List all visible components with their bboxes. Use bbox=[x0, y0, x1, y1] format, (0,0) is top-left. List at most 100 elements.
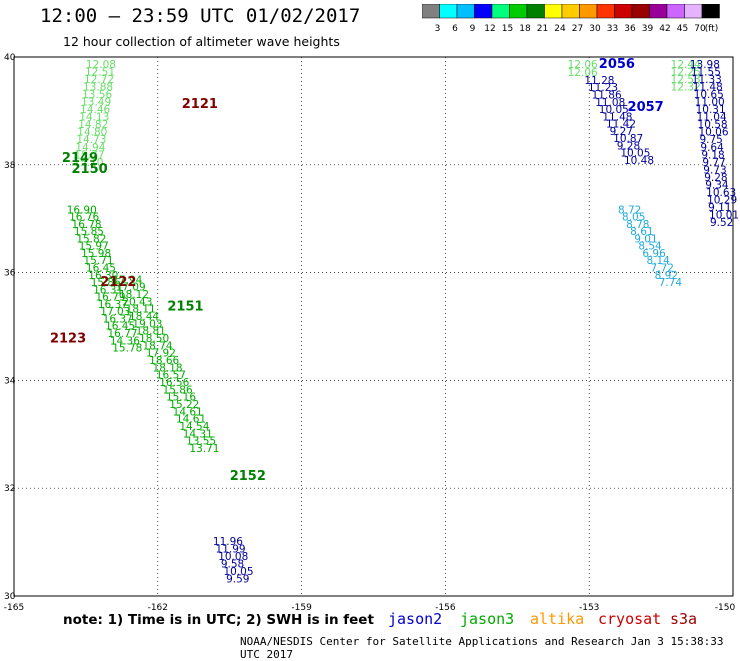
wave-height-value: 10.01 bbox=[709, 210, 739, 222]
wave-height-value: 9.27 bbox=[610, 126, 633, 138]
wave-height-value: 16.37 bbox=[98, 299, 128, 311]
wave-height-value: 11.23 bbox=[588, 82, 618, 94]
wave-height-value: 11.55 bbox=[691, 66, 721, 78]
colorbar-label: 24 bbox=[554, 24, 566, 34]
wave-height-value: 9.28 bbox=[704, 172, 727, 184]
wave-height-value: 7.74 bbox=[659, 277, 683, 289]
wave-height-value: 14.80 bbox=[77, 127, 107, 139]
lon-tick-label: -150 bbox=[715, 603, 736, 613]
wave-height-value: 10.58 bbox=[698, 119, 728, 131]
pass-number-label: 2121 bbox=[182, 97, 218, 112]
wave-height-value: 9.01 bbox=[634, 233, 657, 245]
wave-height-value: 10.05 bbox=[223, 566, 253, 578]
colorbar-label: 12 bbox=[484, 24, 495, 34]
wave-height-value: 14.13 bbox=[79, 112, 109, 124]
colorbar-label: 33 bbox=[607, 24, 618, 34]
colorbar-label: 15 bbox=[502, 24, 513, 34]
wave-height-value: 15.77 bbox=[74, 149, 104, 161]
wave-height-value: 10.65 bbox=[694, 89, 724, 101]
wave-height-value: 9.18 bbox=[701, 149, 724, 161]
wave-height-value: 11.33 bbox=[692, 74, 722, 86]
wave-height-value: 15.82 bbox=[76, 233, 106, 245]
wave-height-value: 9.64 bbox=[700, 142, 724, 154]
colorbar-label: 6 bbox=[452, 24, 458, 34]
wave-height-value: 18.44 bbox=[129, 311, 159, 323]
colorbar-label: 9 bbox=[470, 24, 476, 34]
wave-height-value: 9.75 bbox=[699, 134, 722, 146]
wave-height-value: 9.28 bbox=[617, 140, 640, 152]
wave-height-value: 11.86 bbox=[592, 90, 622, 102]
map-axes: -165 -162 -159 -156 -153 -150 40 38 36 34 32 30 bbox=[4, 53, 736, 613]
wave-height-value: 14.31 bbox=[183, 428, 213, 440]
wave-height-value: 11.28 bbox=[584, 75, 614, 87]
colorbar-label: 21 bbox=[537, 24, 548, 34]
wave-height-value: 9.11 bbox=[708, 202, 731, 214]
wave-height-value: 14.54 bbox=[179, 421, 209, 433]
wave-height-value: 15.86 bbox=[163, 384, 193, 396]
lat-tick-label: 32 bbox=[4, 484, 15, 494]
wave-height-value: 15.78 bbox=[112, 343, 142, 355]
wave-height-value: 10.06 bbox=[698, 127, 728, 139]
pass-number-label: 2149 bbox=[62, 151, 98, 166]
wave-height-value: 12.32 bbox=[671, 81, 701, 93]
lon-tick-label: -156 bbox=[435, 603, 456, 613]
wave-height-value: 16.57 bbox=[156, 370, 186, 382]
wave-height-value: 9.58 bbox=[221, 558, 244, 570]
wave-height-value: 15.10 bbox=[73, 157, 103, 169]
wave-height-value: 7.72 bbox=[651, 263, 674, 275]
lat-tick-label: 36 bbox=[4, 269, 16, 279]
colorbar-label: (ft) bbox=[705, 24, 719, 34]
wave-tracks: 12.0812.5112.7213.8813.5613.4914.4614.13… bbox=[67, 59, 739, 586]
wave-height-value: 16.76 bbox=[69, 212, 99, 224]
wave-height-value: 11.00 bbox=[695, 97, 725, 109]
wave-height-value: 9.59 bbox=[226, 574, 249, 586]
wave-height-value: 14.61 bbox=[173, 406, 203, 418]
wave-height-value: 10.63 bbox=[706, 187, 736, 199]
wave-height-value: 15.22 bbox=[169, 399, 199, 411]
wave-height-value: 8.61 bbox=[630, 226, 653, 238]
legend-item-s3a: s3a bbox=[670, 610, 698, 628]
wave-height-value: 12.44 bbox=[671, 59, 701, 71]
wave-height-value: 13.98 bbox=[690, 59, 720, 71]
colorbar-label: 70 bbox=[694, 24, 706, 34]
colorbar-label: 27 bbox=[572, 24, 583, 34]
wave-height-value: 10.29 bbox=[707, 195, 737, 207]
pass-number-label: 2150 bbox=[72, 162, 108, 177]
wave-height-value: 12.51 bbox=[85, 66, 115, 78]
wave-height-value: 17.94 bbox=[112, 274, 142, 286]
wave-height-value: 9.52 bbox=[710, 217, 733, 229]
wave-height-value: 10.31 bbox=[696, 104, 726, 116]
wave-height-value: 6.96 bbox=[642, 248, 666, 260]
wave-height-value: 9.77 bbox=[702, 157, 725, 169]
wave-height-value: 12.06 bbox=[568, 59, 598, 71]
wave-height-value: 19.03 bbox=[132, 318, 162, 330]
map-subtitle: 12 hour collection of altimeter wave hei… bbox=[63, 34, 340, 49]
pass-number-label: 2057 bbox=[628, 100, 664, 115]
wave-height-value: 11.42 bbox=[606, 119, 636, 131]
wave-height-value: 10.48 bbox=[624, 155, 654, 167]
wave-height-value: 12.06 bbox=[568, 67, 598, 79]
wave-height-value: 14.94 bbox=[75, 142, 105, 154]
wave-height-value: 16.77 bbox=[107, 328, 137, 340]
wave-height-value: 14.61 bbox=[176, 414, 206, 426]
pass-number-label: 2122 bbox=[100, 275, 136, 290]
footer-credit: NOAA/NESDIS Center for Satellite Applica… bbox=[240, 635, 724, 661]
wave-height-value: 14.46 bbox=[80, 104, 110, 116]
wave-height-value: 18.66 bbox=[149, 355, 179, 367]
lon-tick-label: -162 bbox=[148, 603, 168, 613]
wave-height-value: 18.50 bbox=[139, 333, 169, 345]
lon-tick-label: -165 bbox=[4, 603, 24, 613]
wave-height-value: 12.53 bbox=[671, 74, 701, 86]
wave-height-value: 13.88 bbox=[83, 81, 113, 93]
wave-height-value: 8.05 bbox=[622, 212, 645, 224]
colorbar-label: 30 bbox=[589, 24, 601, 34]
wave-height-value: 18.11 bbox=[126, 304, 156, 316]
wave-height-value: 16.90 bbox=[67, 204, 97, 216]
wave-height-value: 11.48 bbox=[693, 81, 723, 93]
lon-tick-label: -153 bbox=[579, 603, 599, 613]
wave-height-value: 10.08 bbox=[218, 551, 248, 563]
wave-height-value: 14.82 bbox=[78, 119, 108, 131]
wave-height-value: 18.12 bbox=[119, 289, 149, 301]
